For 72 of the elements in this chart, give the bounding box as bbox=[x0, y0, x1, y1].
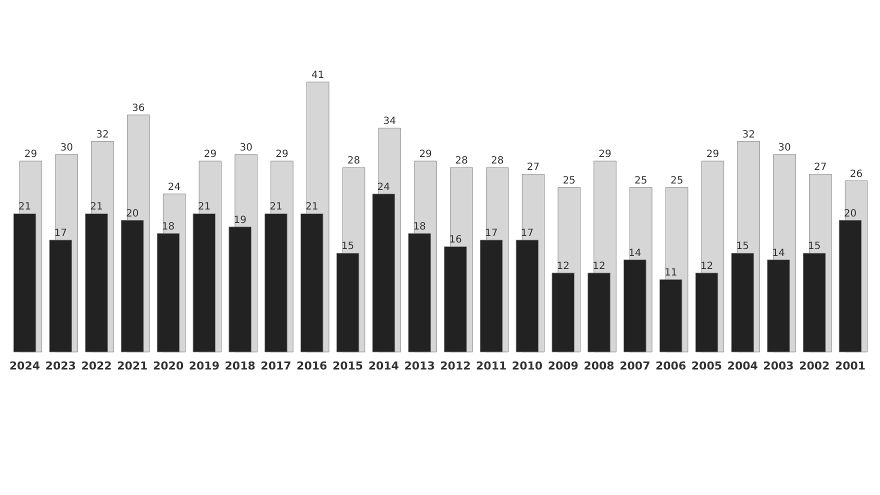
x-tick-label: 2022 bbox=[81, 360, 112, 372]
data-label: 15 bbox=[736, 241, 749, 252]
data-label: 11 bbox=[664, 268, 678, 279]
x-tick-label: 2013 bbox=[404, 360, 435, 372]
data-label: 32 bbox=[96, 129, 109, 140]
data-label: 19 bbox=[234, 214, 246, 226]
data-label: 14 bbox=[628, 248, 642, 259]
data-label: 28 bbox=[347, 156, 360, 167]
x-tick-label: 2004 bbox=[727, 360, 758, 372]
data-label: 12 bbox=[700, 260, 714, 272]
x-tick-label: 2003 bbox=[763, 360, 794, 372]
data-label: 18 bbox=[162, 221, 175, 232]
data-label: 17 bbox=[520, 228, 534, 240]
data-label: 29 bbox=[706, 149, 720, 160]
data-label: 24 bbox=[168, 182, 181, 193]
x-tick-label: 2002 bbox=[799, 360, 830, 372]
data-label: 29 bbox=[419, 149, 432, 160]
x-tick-label: 2006 bbox=[656, 360, 686, 372]
x-tick-label: 2018 bbox=[224, 360, 256, 372]
x-tick-label: 2021 bbox=[117, 360, 148, 372]
data-label: 21 bbox=[18, 202, 32, 213]
x-tick-label: 2017 bbox=[260, 360, 292, 372]
data-label: 28 bbox=[490, 156, 504, 167]
x-tick-label: 2014 bbox=[368, 360, 400, 372]
x-tick-label: 2020 bbox=[152, 360, 184, 372]
x-tick-label: 2015 bbox=[332, 360, 364, 372]
data-label: 27 bbox=[526, 162, 540, 174]
data-label: 17 bbox=[484, 228, 498, 240]
x-tick-label: 2016 bbox=[296, 360, 328, 372]
data-label: 32 bbox=[742, 129, 755, 140]
data-label: 21 bbox=[90, 202, 103, 213]
x-tick-label: 2001 bbox=[834, 360, 866, 372]
data-label: 15 bbox=[341, 241, 354, 252]
x-tick-label: 2012 bbox=[440, 360, 471, 372]
data-label: 29 bbox=[24, 149, 38, 160]
data-label: 12 bbox=[556, 260, 570, 272]
data-label: 26 bbox=[850, 168, 863, 180]
data-label: 21 bbox=[198, 202, 211, 213]
data-label: 14 bbox=[772, 248, 785, 259]
data-label: 28 bbox=[455, 156, 468, 167]
x-tick-label: 2009 bbox=[548, 360, 578, 372]
data-label: 15 bbox=[808, 241, 821, 252]
data-label: 36 bbox=[132, 102, 145, 114]
x-tick-label: 2005 bbox=[691, 360, 722, 372]
x-tick-label: 2007 bbox=[620, 360, 650, 372]
data-label: 25 bbox=[562, 175, 576, 186]
x-tick-label: 2024 bbox=[9, 360, 40, 372]
data-label: 29 bbox=[598, 149, 612, 160]
data-label: 27 bbox=[814, 162, 827, 174]
data-label: 30 bbox=[60, 142, 73, 154]
data-label: 25 bbox=[634, 175, 648, 186]
data-label: 30 bbox=[778, 142, 791, 154]
x-tick-label: 2019 bbox=[188, 360, 220, 372]
data-label: 25 bbox=[670, 175, 684, 186]
x-tick-label: 2010 bbox=[512, 360, 543, 372]
data-label: 21 bbox=[306, 202, 318, 213]
x-tick-label: 2023 bbox=[45, 360, 76, 372]
data-label: 12 bbox=[592, 260, 606, 272]
data-label: 17 bbox=[54, 228, 67, 240]
data-label: 16 bbox=[449, 234, 462, 246]
data-label: 41 bbox=[312, 70, 324, 81]
data-label: 24 bbox=[377, 182, 390, 193]
x-tick-label: 2011 bbox=[476, 360, 507, 372]
data-label: 29 bbox=[276, 149, 288, 160]
data-label: 21 bbox=[270, 202, 282, 213]
data-label: 30 bbox=[240, 142, 252, 154]
data-label: 18 bbox=[413, 221, 426, 232]
x-tick-label: 2008 bbox=[584, 360, 614, 372]
data-label: 34 bbox=[383, 116, 396, 128]
data-label: 20 bbox=[844, 208, 857, 220]
data-label: 20 bbox=[126, 208, 139, 220]
data-label: 29 bbox=[204, 149, 217, 160]
